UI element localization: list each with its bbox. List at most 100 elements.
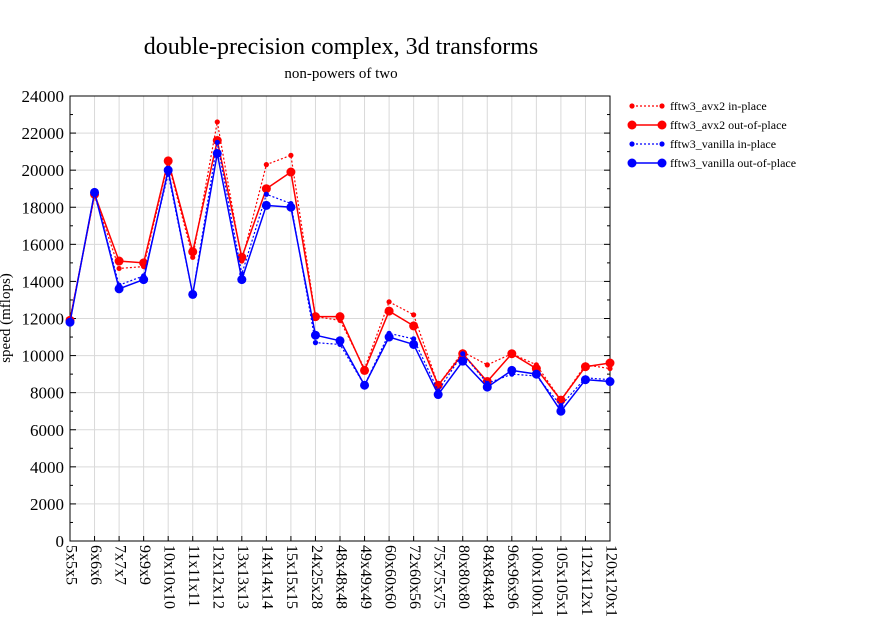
data-point <box>556 406 566 416</box>
y-tick-label: 6000 <box>30 421 64 440</box>
data-point <box>288 152 294 158</box>
y-tick-label: 10000 <box>22 347 65 366</box>
data-point <box>411 312 417 318</box>
y-tick-label: 22000 <box>22 124 65 143</box>
x-tick-label: 6x6x6 <box>87 545 104 585</box>
data-point <box>458 356 468 366</box>
data-point <box>212 148 222 158</box>
y-tick-label: 16000 <box>22 235 65 254</box>
data-point <box>188 247 198 257</box>
data-point <box>580 362 590 372</box>
x-tick-label: 9x9x9 <box>136 545 153 585</box>
y-axis-label: speed (mflops) <box>0 273 14 363</box>
data-point <box>163 165 173 175</box>
data-point <box>531 369 541 379</box>
y-tick-label: 14000 <box>22 272 65 291</box>
legend: fftw3_avx2 in-place fftw3_avx2 out-of-pla… <box>627 99 796 170</box>
data-point <box>482 382 492 392</box>
series-4 <box>65 148 615 416</box>
data-point <box>237 252 247 262</box>
legend-marker <box>629 141 635 147</box>
legend-marker <box>629 103 635 109</box>
x-tick-label: 10x10x10 <box>161 545 178 609</box>
x-tick-label: 100x100x1 <box>529 545 546 617</box>
data-point <box>580 375 590 385</box>
x-tick-label: 112x112x1 <box>578 545 595 616</box>
x-tick-label: 75x75x75 <box>431 545 448 609</box>
legend-label: fftw3_avx2 in-place <box>670 99 767 113</box>
legend-marker <box>657 120 667 130</box>
data-point <box>139 275 149 285</box>
data-point <box>237 275 247 285</box>
y-tick-label: 2000 <box>30 495 64 514</box>
data-point <box>286 167 296 177</box>
x-tick-label: 7x7x7 <box>111 545 128 585</box>
data-point <box>114 256 124 266</box>
x-tick-label: 5x5x5 <box>62 545 79 585</box>
legend-label: fftw3_vanilla out-of-place <box>670 156 796 170</box>
x-tick-label: 14x14x14 <box>259 545 276 609</box>
x-tick-label: 15x15x15 <box>283 545 300 609</box>
data-point <box>335 312 345 322</box>
data-point <box>312 340 319 346</box>
data-point <box>460 351 466 357</box>
legend-marker <box>659 103 665 109</box>
data-point <box>261 200 271 210</box>
data-point <box>214 119 220 125</box>
chart-subtitle: non-powers of two <box>284 66 397 82</box>
y-tick-label: 20000 <box>22 161 65 180</box>
y-tick-label: 4000 <box>30 458 64 477</box>
data-point <box>114 284 124 294</box>
legend-item: fftw3_vanilla in-place <box>629 137 776 151</box>
data-point <box>384 306 394 316</box>
data-point <box>65 317 75 327</box>
data-point <box>90 187 100 197</box>
data-point <box>335 336 345 346</box>
x-tick-label: 105x105x1 <box>553 545 570 617</box>
axes: 0 2000 4000 6000 8000 10000 12000 14000 16000 180… <box>22 87 620 617</box>
legend-label: fftw3_avx2 out-of-place <box>670 118 787 132</box>
x-tick-label: 12x12x12 <box>210 545 227 609</box>
chart-title: double-precision complex, 3d transforms <box>144 34 539 60</box>
data-point <box>507 349 517 359</box>
data-point <box>384 332 394 342</box>
legend-label: fftw3_vanilla in-place <box>670 137 776 151</box>
data-point <box>310 312 320 322</box>
y-tick-label: 0 <box>56 532 65 551</box>
data-point <box>360 380 370 390</box>
data-point <box>263 162 269 168</box>
x-tick-label: 80x80x80 <box>455 545 472 609</box>
data-point <box>163 156 173 166</box>
data-point <box>286 202 296 212</box>
legend-marker <box>659 141 665 147</box>
x-tick-label: 84x84x84 <box>480 545 497 609</box>
legend-marker <box>657 158 667 168</box>
x-tick-label: 49x49x49 <box>357 545 374 609</box>
legend-item: fftw3_avx2 in-place <box>629 99 767 113</box>
data-point <box>214 139 220 145</box>
data-point <box>484 362 490 368</box>
data-point <box>605 377 615 387</box>
x-tick-label: 60x60x60 <box>381 545 398 609</box>
data-point <box>409 339 419 349</box>
data-point <box>605 358 615 368</box>
data-point <box>310 330 320 340</box>
legend-item: fftw3_avx2 out-of-place <box>627 118 787 132</box>
x-tick-label: 48x48x48 <box>332 545 349 609</box>
data-point <box>433 390 443 400</box>
data-point <box>116 265 122 272</box>
y-tick-label: 18000 <box>22 198 65 217</box>
data-point <box>386 299 392 305</box>
data-point <box>409 321 419 331</box>
legend-item: fftw3_vanilla out-of-place <box>627 156 796 170</box>
legend-marker <box>627 158 637 168</box>
x-tick-label: 72x60x56 <box>406 545 423 609</box>
y-tick-label: 24000 <box>22 87 65 106</box>
data-point <box>261 184 271 194</box>
data-point <box>507 365 517 375</box>
x-tick-label: 11x11x11 <box>185 545 202 607</box>
legend-marker <box>627 120 637 130</box>
x-tick-label: 96x96x96 <box>504 545 521 609</box>
series-group <box>65 119 615 416</box>
